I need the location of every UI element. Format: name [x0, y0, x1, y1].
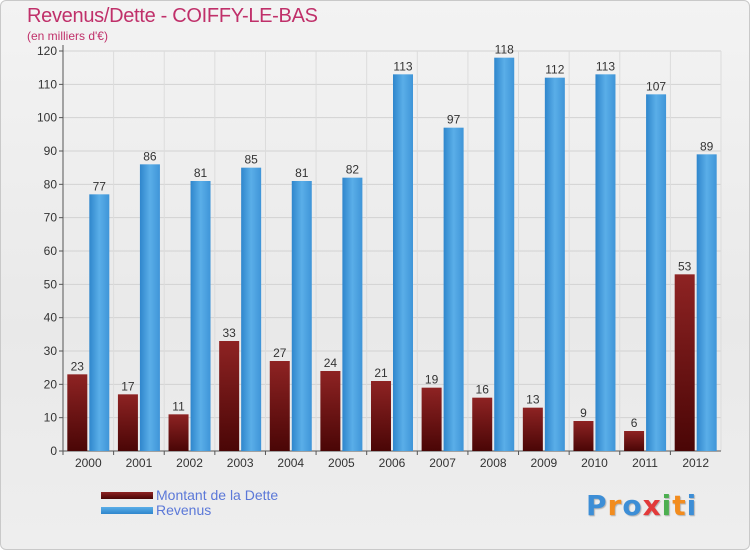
- x-tick-label: 2011: [632, 456, 658, 470]
- bar-revenus: [342, 177, 363, 451]
- bar-revenus: [89, 194, 110, 452]
- bar-revenus: [190, 181, 211, 451]
- x-tick-label: 2006: [379, 456, 406, 470]
- x-tick-label: 2001: [126, 456, 153, 470]
- data-label: 6: [631, 416, 638, 430]
- legend-swatch-revenus: [101, 507, 153, 514]
- y-tick-label: 40: [44, 311, 58, 325]
- data-label: 113: [596, 59, 615, 73]
- bar-revenus: [241, 167, 262, 451]
- y-tick-label: 100: [37, 111, 57, 125]
- x-tick-label: 2008: [480, 456, 507, 470]
- logo-letter: P: [586, 489, 608, 522]
- bar-revenus: [595, 74, 616, 451]
- x-tick-label: 2010: [581, 456, 608, 470]
- y-tick-label: 20: [44, 377, 58, 391]
- x-tick-label: 2005: [328, 456, 355, 470]
- logo-letter: i: [686, 489, 698, 522]
- y-tick-label: 30: [44, 344, 58, 358]
- bar-revenus: [696, 154, 717, 452]
- bars: [67, 57, 717, 452]
- bar-dette: [371, 381, 391, 451]
- y-tick-label: 80: [44, 177, 58, 191]
- data-label: 23: [71, 359, 85, 373]
- bar-dette: [522, 407, 543, 451]
- data-label: 77: [93, 179, 107, 193]
- data-label: 85: [244, 153, 258, 167]
- grid-lines: [62, 50, 722, 452]
- logo-letter: i: [661, 489, 673, 522]
- data-label: 9: [580, 406, 587, 420]
- data-label: 86: [143, 149, 157, 163]
- data-label: 89: [700, 139, 714, 153]
- bar-dette: [219, 341, 240, 451]
- chart-title: Revenus/Dette - COIFFY-LE-BAS: [27, 5, 318, 27]
- data-label: 27: [273, 346, 287, 360]
- y-tick-label: 10: [44, 411, 58, 425]
- data-label: 53: [678, 259, 692, 273]
- bar-revenus: [393, 74, 413, 451]
- bar-dette: [168, 414, 189, 451]
- y-tick-label: 50: [44, 277, 58, 291]
- logo-letter: t: [672, 489, 687, 522]
- bar-dette: [472, 397, 493, 451]
- bar-dette: [67, 374, 88, 451]
- bar-dette: [674, 274, 695, 451]
- data-label: 113: [393, 59, 412, 73]
- x-tick-label: 2009: [530, 456, 557, 470]
- legend-swatch-debt: [101, 492, 153, 499]
- bar-revenus: [291, 181, 312, 451]
- y-tick-label: 0: [50, 444, 57, 458]
- proxiti-logo: Proxiti: [586, 489, 697, 522]
- bar-dette: [421, 387, 442, 451]
- data-labels: 23 77 17 86 11 81 33 85 27 81 24 82 21 113 19 97 16 118 13…: [71, 43, 714, 430]
- data-label: 81: [295, 166, 309, 180]
- y-tick-label: 70: [44, 211, 58, 225]
- bar-revenus: [544, 77, 565, 452]
- y-tick-label: 120: [37, 44, 57, 58]
- data-label: 19: [425, 373, 439, 387]
- data-label: 17: [121, 379, 135, 393]
- legend-label-revenus: Revenus: [156, 502, 212, 518]
- y-tick-label: 90: [44, 144, 58, 158]
- bar-revenus: [443, 127, 464, 452]
- data-label: 81: [194, 166, 208, 180]
- bar-dette: [117, 394, 138, 451]
- legend-label-debt: Montant de la Dette: [156, 487, 279, 503]
- bar-revenus: [646, 94, 667, 451]
- data-label: 112: [545, 63, 564, 77]
- bar-revenus: [494, 57, 515, 452]
- data-label: 82: [346, 163, 360, 177]
- x-tick-label: 2007: [429, 456, 456, 470]
- x-tick-label: 2000: [75, 456, 102, 470]
- x-tick-label: 2004: [277, 456, 304, 470]
- logo-letter: o: [622, 489, 643, 522]
- data-label: 16: [476, 383, 490, 397]
- y-tick-label: 60: [44, 244, 58, 258]
- bar-dette: [624, 431, 645, 451]
- logo-letter: r: [607, 489, 623, 522]
- data-label: 107: [646, 79, 666, 93]
- x-tick-label: 2002: [176, 456, 203, 470]
- data-label: 21: [374, 366, 388, 380]
- data-label: 24: [324, 356, 338, 370]
- x-tick-label: 2003: [227, 456, 254, 470]
- chart-subtitle: (en milliers d'€): [27, 29, 108, 43]
- data-label: 11: [172, 399, 185, 413]
- bar-dette: [269, 361, 290, 451]
- data-label: 97: [447, 113, 461, 127]
- data-label: 13: [526, 393, 540, 407]
- bar-dette: [320, 371, 341, 451]
- y-tick-label: 110: [38, 77, 57, 91]
- data-label: 118: [495, 43, 514, 57]
- bar-dette: [573, 421, 594, 451]
- data-label: 33: [222, 326, 236, 340]
- x-tick-label: 2012: [682, 456, 709, 470]
- logo-letter: x: [642, 489, 662, 522]
- bar-revenus: [139, 164, 160, 452]
